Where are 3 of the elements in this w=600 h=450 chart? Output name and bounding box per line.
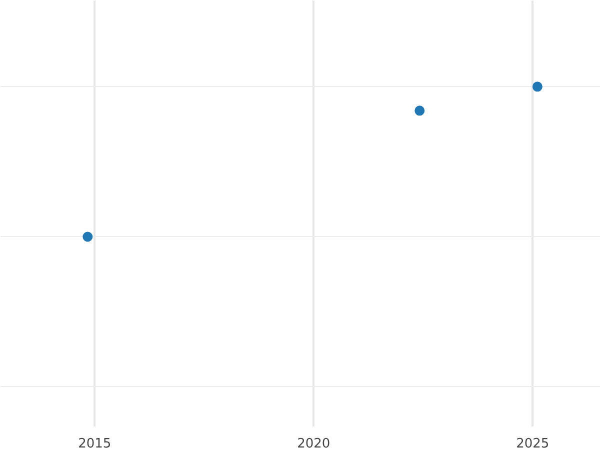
x-tick-label: 2020 [297,436,330,450]
x-tick-label: 2025 [516,436,550,450]
x-tick-label: 2015 [78,436,112,450]
